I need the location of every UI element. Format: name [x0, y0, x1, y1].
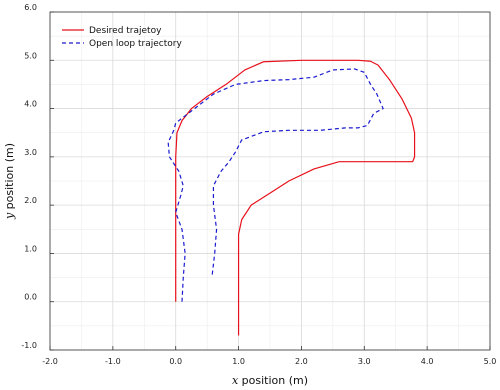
legend: Desired trajetoy Open loop trajectory [62, 26, 182, 49]
x-axis-label-text: position (m) [238, 374, 308, 387]
minor-grid [50, 12, 490, 350]
x-tick-label: 3.0 [358, 357, 371, 366]
legend-entry-open-loop: Open loop trajectory [89, 39, 182, 49]
y-axis-label-variable: y [3, 212, 16, 220]
x-tick-label: 5.0 [484, 357, 497, 366]
plot-frame [49, 11, 491, 351]
y-tick-label: 3.0 [24, 148, 37, 157]
desired-trajectory-line [175, 59, 416, 336]
y-tick-label: 1.0 [24, 244, 37, 253]
x-tick-label: 2.0 [295, 357, 308, 366]
y-tick-label: 0.0 [24, 293, 37, 302]
y-tick-label: -1.0 [21, 341, 37, 350]
x-tick-label: 0.0 [169, 357, 182, 366]
x-axis-label: x position (m) [232, 374, 308, 387]
y-axis-label: y position (m) [3, 143, 16, 220]
y-tick-labels: -1.0 0.0 1.0 2.0 3.0 4.0 5.0 6.0 [21, 3, 37, 350]
y-tick-label: 6.0 [24, 3, 37, 12]
x-tick-label: -2.0 [42, 357, 58, 366]
legend-entry-desired: Desired trajetoy [89, 26, 162, 36]
y-axis-label-text: position (m) [3, 143, 16, 213]
x-tick-labels: -2.0 -1.0 0.0 1.0 2.0 3.0 4.0 5.0 [42, 357, 496, 366]
y-tick-label: 5.0 [24, 51, 37, 60]
x-tick-label: 4.0 [421, 357, 434, 366]
x-tick-label: -1.0 [105, 357, 121, 366]
y-tick-label: 2.0 [24, 196, 37, 205]
x-tick-label: 1.0 [232, 357, 245, 366]
series-layer [167, 59, 416, 336]
x-axis-label-variable: x [232, 374, 239, 387]
y-tick-label: 4.0 [24, 100, 37, 109]
axis-ticks [49, 11, 491, 351]
